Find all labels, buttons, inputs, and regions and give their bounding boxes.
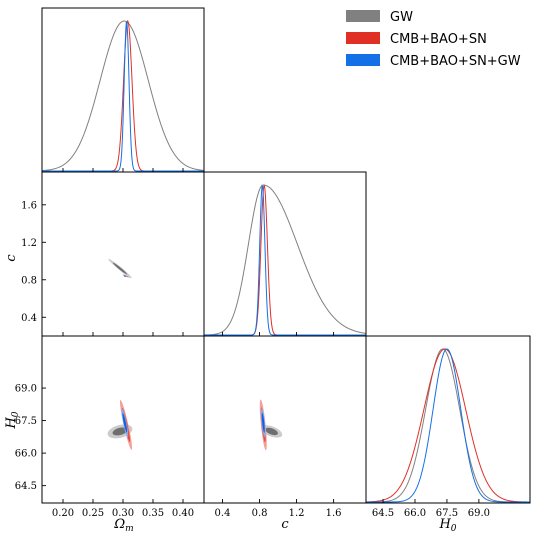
marginal-Omega_m-curve-gw <box>42 20 204 172</box>
x-tick-label-H0: 67.5 <box>436 508 458 519</box>
x-tick-label-H0: 66.0 <box>404 508 426 519</box>
c_vs_Omega_m-combined-68-contour <box>124 275 126 277</box>
y-tick-label-c: 0.8 <box>21 275 37 286</box>
y-tick-label-c: 1.2 <box>21 238 37 249</box>
x-tick-label-omega_m: 0.35 <box>142 508 164 519</box>
marginal-Omega_m-curve-cmb <box>42 19 204 172</box>
legend-label-combined: CMB+BAO+SN+GW <box>390 54 521 69</box>
H0_vs_Omega_m-gw-68-contour <box>112 427 128 436</box>
marginal-H0-frame <box>365 335 531 504</box>
x-tick-label-H0: 64.5 <box>372 508 394 519</box>
legend-swatch-combined <box>346 54 380 66</box>
legend: GW CMB+BAO+SN CMB+BAO+SN+GW <box>346 10 521 69</box>
y-axis-label-c: c <box>4 254 19 262</box>
x-axis-label-omega-m: Ωm <box>113 517 133 534</box>
marginal-c-curve-gw <box>204 184 366 336</box>
x-tick-label-c: 0.4 <box>215 508 231 519</box>
x-tick-label-c: 1.2 <box>289 508 305 519</box>
H0_vs_Omega_m-combined-68-contour <box>122 412 128 433</box>
x-axis-label-c: c <box>281 517 289 532</box>
legend-swatch-cmb <box>346 32 380 44</box>
y-tick-label-c: 1.6 <box>21 200 37 211</box>
x-tick-label-c: 0.8 <box>252 508 268 519</box>
x-axis-label-h0: H0 <box>438 517 456 534</box>
x-tick-label-H0: 69.0 <box>468 508 490 519</box>
y-tick-label-H0: 64.5 <box>15 481 37 492</box>
x-tick-label-omega_m: 0.20 <box>52 508 74 519</box>
x-tick-label-c: 1.6 <box>326 508 342 519</box>
y-axis-label-h0: H0 <box>4 411 21 429</box>
contour-panel-H0_vs_c-frame <box>203 335 367 504</box>
marginal-c-frame <box>203 171 367 337</box>
legend-swatch-gw <box>346 10 380 22</box>
contour-panel-H0_vs_Omega_m <box>41 335 205 504</box>
y-tick-label-c: 0.4 <box>21 313 37 324</box>
y-tick-label-H0: 66.0 <box>15 449 37 460</box>
marginal-H0-curve-combined <box>366 348 530 503</box>
legend-label-cmb: CMB+BAO+SN <box>390 32 487 47</box>
marginal-Omega_m-panel <box>41 7 205 173</box>
y-tick-label-H0: 69.0 <box>15 384 37 395</box>
marginal-c-curve-cmb <box>204 184 366 336</box>
legend-label-gw: GW <box>390 10 413 25</box>
contour-panel-H0_vs_c <box>203 335 367 504</box>
marginal-H0-curve-gw <box>366 348 530 503</box>
x-tick-label-omega_m: 0.40 <box>172 508 194 519</box>
marginal-c-panel <box>203 171 367 337</box>
contour-panel-c_vs_Omega_m <box>41 171 205 337</box>
x-tick-label-omega_m: 0.25 <box>82 508 104 519</box>
marginal-Omega_m-curve-combined <box>42 21 204 172</box>
y-tick-label-H0: 67.5 <box>15 416 37 427</box>
c_vs_Omega_m-gw-68-contour <box>112 262 128 275</box>
H0_vs_c-combined-68-contour <box>261 412 265 433</box>
marginal-H0-curve-cmb <box>366 348 530 503</box>
x-tick-label-omega_m: 0.30 <box>112 508 134 519</box>
H0_vs_c-gw-68-contour <box>265 427 278 436</box>
marginal-c-curve-combined <box>204 184 366 336</box>
marginal-H0-panel <box>365 335 531 504</box>
contour-panel-c_vs_Omega_m-frame <box>41 171 205 337</box>
